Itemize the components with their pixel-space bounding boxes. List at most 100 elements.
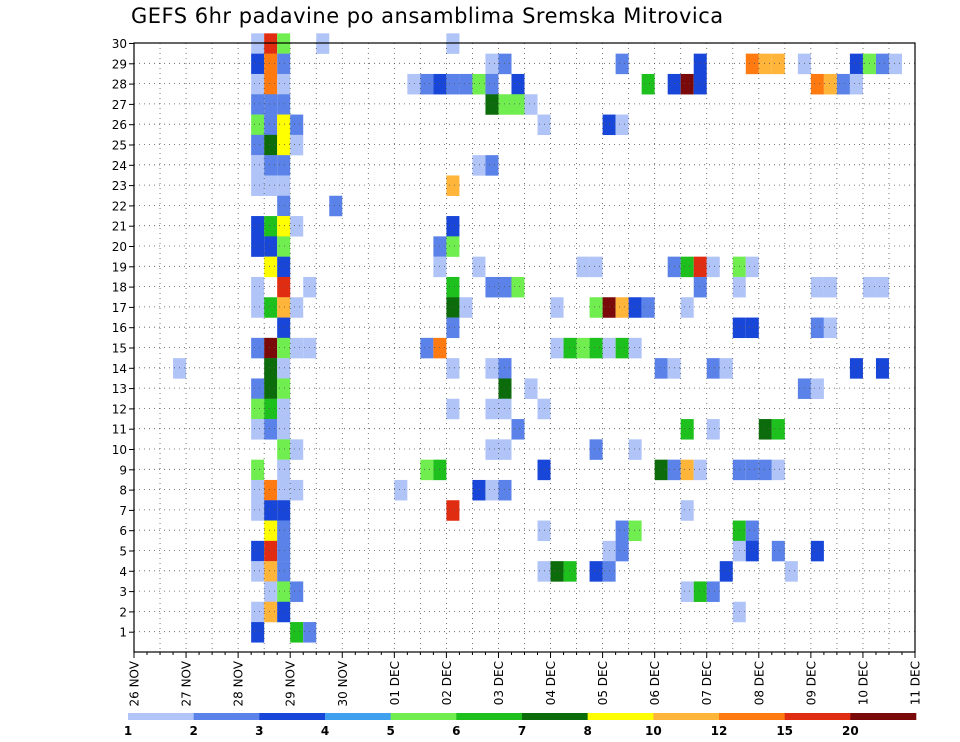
heatmap-cell <box>173 358 187 379</box>
y-tick-label: 30 <box>112 37 127 51</box>
heatmap-cell <box>784 561 798 582</box>
y-tick-label: 10 <box>112 443 127 457</box>
heatmap-cell <box>290 439 304 460</box>
heatmap-cell <box>849 53 863 75</box>
heatmap-cell <box>264 601 278 623</box>
heatmap-cell <box>485 439 499 460</box>
colorbar-label: 3 <box>255 724 263 738</box>
heatmap-cell <box>433 73 447 95</box>
y-tick-label: 29 <box>112 57 127 71</box>
heatmap-cell <box>277 134 291 156</box>
heatmap-cell <box>264 398 278 420</box>
y-tick-label: 11 <box>112 423 127 437</box>
heatmap-cell <box>277 540 291 562</box>
heatmap-cell <box>485 155 499 176</box>
heatmap-cell <box>290 622 304 643</box>
colorbar-swatch <box>850 713 917 720</box>
heatmap-cell <box>550 561 564 582</box>
heatmap-cell <box>706 358 720 379</box>
heatmap-cell <box>498 276 512 298</box>
heatmap-cell <box>745 256 759 278</box>
heatmap-cell <box>589 439 603 460</box>
colorbar: 1 2 3 4 5 6 7 8 10 12 15 20 <box>124 713 917 738</box>
heatmap-cell <box>290 216 304 237</box>
heatmap-cell <box>251 175 265 196</box>
heatmap-cell <box>433 236 447 257</box>
heatmap-cell <box>277 398 291 420</box>
heatmap-cell <box>641 73 655 95</box>
heatmap-cell <box>264 94 278 115</box>
heatmap-cell <box>771 53 785 75</box>
heatmap-cell <box>732 601 746 623</box>
heatmap-cell <box>277 378 291 399</box>
heatmap-cell <box>862 276 876 298</box>
x-tick-label: 08 DEC <box>752 661 766 705</box>
x-tick-label: 05 DEC <box>596 661 610 705</box>
x-tick-label: 06 DEC <box>648 661 662 705</box>
heatmap-cell <box>667 73 681 95</box>
heatmap-cell <box>264 378 278 399</box>
y-tick-label: 4 <box>119 565 127 579</box>
heatmap-cell <box>563 337 577 359</box>
heatmap-cell <box>251 94 265 115</box>
heatmap-cell <box>524 378 538 399</box>
heatmap-cell <box>277 155 291 176</box>
heatmap-cell <box>251 459 265 481</box>
heatmap-cell <box>251 114 265 136</box>
heatmap-cell <box>264 540 278 562</box>
heatmap-cell <box>537 114 551 136</box>
heatmap-cell <box>264 216 278 237</box>
colorbar-label: 6 <box>452 724 460 738</box>
heatmap-cell <box>485 73 499 95</box>
heatmap-cell <box>264 500 278 521</box>
heatmap-cell <box>420 337 434 359</box>
heatmap-cell <box>680 459 694 481</box>
heatmap-cell <box>875 358 889 379</box>
heatmap-cell <box>277 500 291 521</box>
heatmap-cell <box>264 134 278 156</box>
heatmap-cell <box>498 94 512 115</box>
heatmap-cell <box>771 419 785 440</box>
heatmap-cell <box>589 256 603 278</box>
heatmap-cell <box>576 256 590 278</box>
x-tick-label: 02 DEC <box>440 661 454 705</box>
heatmap-cell <box>732 276 746 298</box>
y-tick-label: 24 <box>112 159 127 173</box>
heatmap-cell <box>264 479 278 501</box>
colorbar-label: 2 <box>189 724 197 738</box>
heatmap-cell <box>420 73 434 95</box>
heatmap-cell <box>485 94 499 115</box>
heatmap-cell <box>823 73 837 95</box>
heatmap-cell <box>277 581 291 602</box>
heatmap-cell <box>251 216 265 237</box>
heatmap-cell <box>251 419 265 440</box>
y-tick-label: 20 <box>112 240 127 254</box>
colorbar-swatch <box>128 713 194 720</box>
heatmap-cell <box>277 216 291 237</box>
heatmap-cell <box>277 73 291 95</box>
heatmap-cell <box>446 236 460 257</box>
heatmap-cell <box>264 561 278 582</box>
x-tick-label: 29 NOV <box>284 660 298 706</box>
heatmap-cell <box>498 479 512 501</box>
heatmap-cell <box>433 337 447 359</box>
heatmap-cell <box>693 276 707 298</box>
heatmap-cell <box>680 297 694 318</box>
heatmap-cell <box>641 297 655 318</box>
heatmap-cell <box>446 398 460 420</box>
heatmap-cell <box>277 276 291 298</box>
y-tick-label: 2 <box>119 605 127 619</box>
heatmap-cell <box>277 256 291 278</box>
heatmap-cell <box>732 459 746 481</box>
heatmap-cell <box>680 419 694 440</box>
y-tick-label: 8 <box>119 484 127 498</box>
heatmap-cell <box>498 53 512 75</box>
heatmap-cell <box>420 459 434 481</box>
heatmap-cell <box>472 479 486 501</box>
x-tick-label: 27 NOV <box>180 660 194 706</box>
heatmap-cell <box>537 561 551 582</box>
heatmap-cell <box>537 398 551 420</box>
heatmap-cell <box>485 53 499 75</box>
heatmap-cell <box>810 73 824 95</box>
